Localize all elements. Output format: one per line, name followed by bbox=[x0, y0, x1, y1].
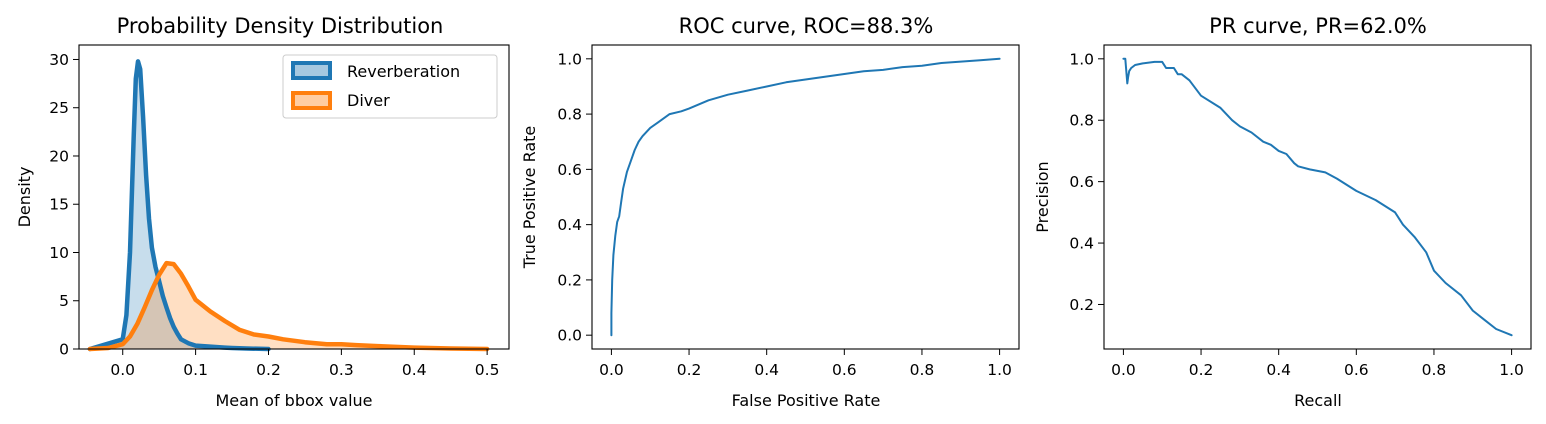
y-axis: 0.2 0.4 0.6 0.8 1.0 bbox=[1069, 50, 1104, 314]
y-tick-label: 0.2 bbox=[557, 271, 582, 289]
x-tick-label: 0.2 bbox=[1189, 361, 1214, 379]
y-tick-label: 0.8 bbox=[1069, 112, 1094, 130]
x-axis: 0.0 0.2 0.4 0.6 0.8 1.0 bbox=[599, 349, 1012, 379]
y-tick-label: 1.0 bbox=[557, 50, 582, 68]
y-tick-label: 10 bbox=[49, 244, 69, 262]
plot-area bbox=[1122, 57, 1513, 337]
x-tick-label: 0.2 bbox=[677, 361, 702, 379]
x-tick-label: 0.8 bbox=[910, 361, 935, 379]
y-tick-label: 5 bbox=[59, 292, 69, 310]
legend-swatch-reverberation bbox=[291, 61, 332, 80]
x-tick-label: 0.5 bbox=[475, 361, 500, 379]
y-tick-label: 0 bbox=[59, 341, 69, 359]
series-0-line bbox=[610, 57, 1001, 337]
chart-title: ROC curve, ROC=88.3% bbox=[679, 14, 934, 38]
y-tick-label: 0.4 bbox=[557, 216, 582, 234]
x-tick-label: 0.2 bbox=[256, 361, 281, 379]
y-tick-label: 0.6 bbox=[557, 161, 582, 179]
diver-area bbox=[89, 263, 488, 349]
x-tick-label: 0.8 bbox=[1422, 361, 1447, 379]
y-tick-label: 20 bbox=[49, 147, 69, 165]
x-tick-label: 0.6 bbox=[832, 361, 857, 379]
x-tick-label: 0.4 bbox=[754, 361, 779, 379]
y-tick-label: 1.0 bbox=[1069, 50, 1094, 68]
pr-chart: PR curve, PR=62.0% 0.0 0.2 0.4 0.6 0.8 1.0 0.… bbox=[1033, 14, 1532, 410]
x-tick-label: 0.1 bbox=[183, 361, 208, 379]
roc-chart: ROC curve, ROC=88.3% 0.0 0.2 0.4 0.6 0.8 1.0 … bbox=[520, 14, 1020, 410]
series-0-line bbox=[1122, 57, 1513, 337]
y-tick-label: 0.4 bbox=[1069, 235, 1094, 253]
x-axis: 0.0 0.1 0.2 0.3 0.4 0.5 bbox=[110, 349, 499, 379]
chart-title: PR curve, PR=62.0% bbox=[1209, 14, 1427, 38]
x-tick-label: 0.4 bbox=[402, 361, 427, 379]
x-tick-label: 0.0 bbox=[110, 361, 135, 379]
chart-title: Probability Density Distribution bbox=[117, 14, 444, 38]
reverberation-line bbox=[87, 59, 271, 352]
x-tick-label: 1.0 bbox=[987, 361, 1012, 379]
x-tick-label: 0.4 bbox=[1266, 361, 1291, 379]
legend: Reverberation Diver bbox=[282, 54, 498, 119]
diver-line bbox=[87, 260, 490, 352]
axes-frame bbox=[78, 44, 510, 350]
y-axis-label: True Positive Rate bbox=[520, 126, 539, 270]
y-tick-label: 15 bbox=[49, 196, 69, 214]
plot-area bbox=[87, 59, 490, 352]
legend-label-diver: Diver bbox=[347, 91, 390, 110]
x-axis: 0.0 0.2 0.4 0.6 0.8 1.0 bbox=[1111, 349, 1524, 379]
x-axis-label: Mean of bbox value bbox=[215, 391, 372, 410]
x-tick-label: 0.6 bbox=[1344, 361, 1369, 379]
y-tick-label: 0.2 bbox=[1069, 296, 1094, 314]
x-axis-label: False Positive Rate bbox=[732, 391, 881, 410]
x-tick-label: 1.0 bbox=[1499, 361, 1524, 379]
y-tick-label: 0.0 bbox=[557, 327, 582, 345]
y-tick-label: 0.6 bbox=[1069, 173, 1094, 191]
x-axis-label: Recall bbox=[1294, 391, 1342, 410]
y-axis-label: Precision bbox=[1033, 161, 1052, 232]
plot-area bbox=[610, 57, 1001, 337]
y-tick-label: 25 bbox=[49, 99, 69, 117]
x-tick-label: 0.0 bbox=[1111, 361, 1136, 379]
legend-swatch-diver bbox=[291, 91, 332, 110]
x-tick-label: 0.0 bbox=[599, 361, 624, 379]
legend-label-reverberation: Reverberation bbox=[347, 62, 460, 81]
y-tick-label: 30 bbox=[49, 51, 69, 69]
y-axis: 0.0 0.2 0.4 0.6 0.8 1.0 bbox=[557, 50, 592, 345]
y-axis-label: Density bbox=[15, 167, 34, 228]
y-tick-label: 0.8 bbox=[557, 106, 582, 124]
axes-frame bbox=[591, 44, 1020, 350]
y-axis: 0 5 10 15 20 25 30 bbox=[49, 51, 79, 359]
x-tick-label: 0.3 bbox=[329, 361, 354, 379]
axes-frame bbox=[1103, 44, 1532, 350]
legend-box bbox=[282, 54, 498, 119]
density-chart: Probability Density Distribution 0.0 0.1 0… bbox=[15, 14, 510, 410]
